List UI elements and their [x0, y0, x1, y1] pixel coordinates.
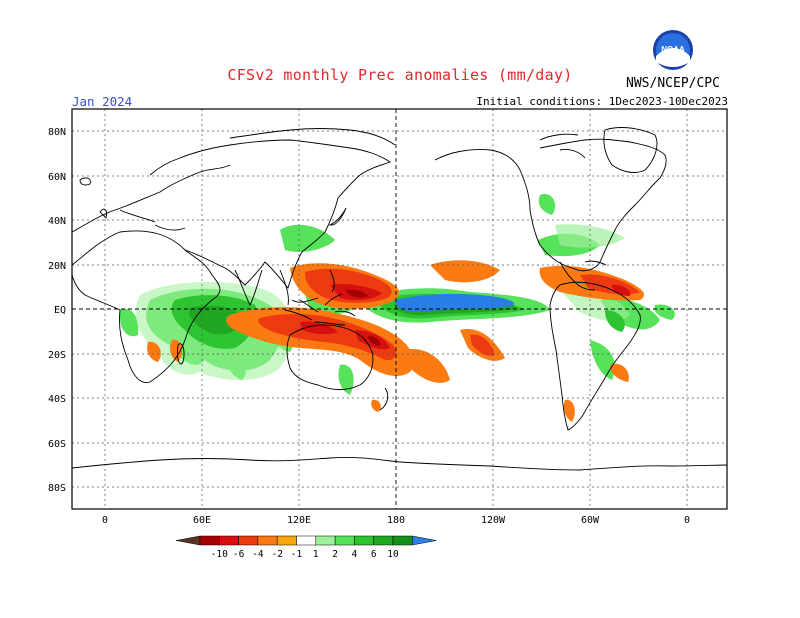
lon-label: 180: [387, 515, 405, 526]
lat-label: 60S: [48, 439, 66, 450]
reference-lines: [72, 109, 727, 509]
colorbar-swatch: [276, 535, 297, 546]
lat-label: 40N: [48, 216, 66, 227]
valid-month-label: Jan 2024: [72, 94, 133, 109]
lon-label: 120E: [287, 515, 311, 526]
colorbar-swatch: [315, 535, 336, 546]
colorbar-tick-label: 10: [387, 549, 399, 560]
agency-label: NWS/NCEP/CPC: [626, 76, 720, 91]
colorbar-swatch: [392, 535, 413, 546]
lon-label: 60W: [581, 515, 600, 526]
lat-label: 40S: [48, 394, 66, 405]
colorbar-tick-label: -10: [211, 549, 228, 560]
colorbar-tick-label: -6: [233, 549, 245, 560]
lat-label: 60N: [48, 172, 66, 183]
map-frame: [71, 108, 728, 510]
colorbar-swatch: [238, 535, 259, 546]
lat-label: 80S: [48, 483, 66, 494]
colorbar-swatch: [354, 535, 374, 546]
lon-axis: 0 60E 120E 180 120W 60W 0: [102, 515, 690, 526]
noaa-logo: NOAA: [618, 26, 728, 96]
lat-label: EQ: [54, 305, 66, 316]
colorbar-tick-label: -4: [252, 549, 264, 560]
lon-label: 60E: [193, 515, 211, 526]
lon-label: 0: [684, 515, 690, 526]
lat-label: 20N: [48, 261, 66, 272]
lat-axis: 80N 60N 40N 20N EQ 20S 40S 60S 80S: [48, 127, 66, 494]
colorbar: -10 -6 -4 -2 -1 1 2 4 6 10: [175, 535, 437, 560]
lon-label: 120W: [481, 515, 506, 526]
colorbar-tick-label: 1: [313, 549, 319, 560]
colorbar-swatch: [257, 535, 278, 546]
colorbar-tick-label: -2: [271, 549, 282, 560]
coastlines: [72, 127, 727, 471]
colorbar-tick-label: 6: [371, 549, 377, 560]
colorbar-arrow-high: [412, 535, 437, 546]
colorbar-tick-label: -1: [291, 549, 303, 560]
logo-text: NOAA: [661, 45, 685, 54]
colorbar-swatch: [334, 535, 355, 546]
colorbar-arrow-low: [175, 535, 201, 546]
initial-conditions-label: Initial conditions: 1Dec2023-10Dec2023: [476, 95, 728, 108]
lat-label: 80N: [48, 127, 66, 138]
colorbar-swatch: [296, 535, 317, 546]
lon-label: 0: [102, 515, 108, 526]
chart-title: CFSv2 monthly Prec anomalies (mm/day): [227, 66, 573, 84]
colorbar-tick-label: 2: [332, 549, 338, 560]
colorbar-swatch: [219, 535, 239, 546]
colorbar-swatch: [373, 535, 394, 546]
colorbar-swatch: [199, 535, 220, 546]
lat-label: 20S: [48, 350, 66, 361]
colorbar-tick-label: 4: [352, 549, 358, 560]
